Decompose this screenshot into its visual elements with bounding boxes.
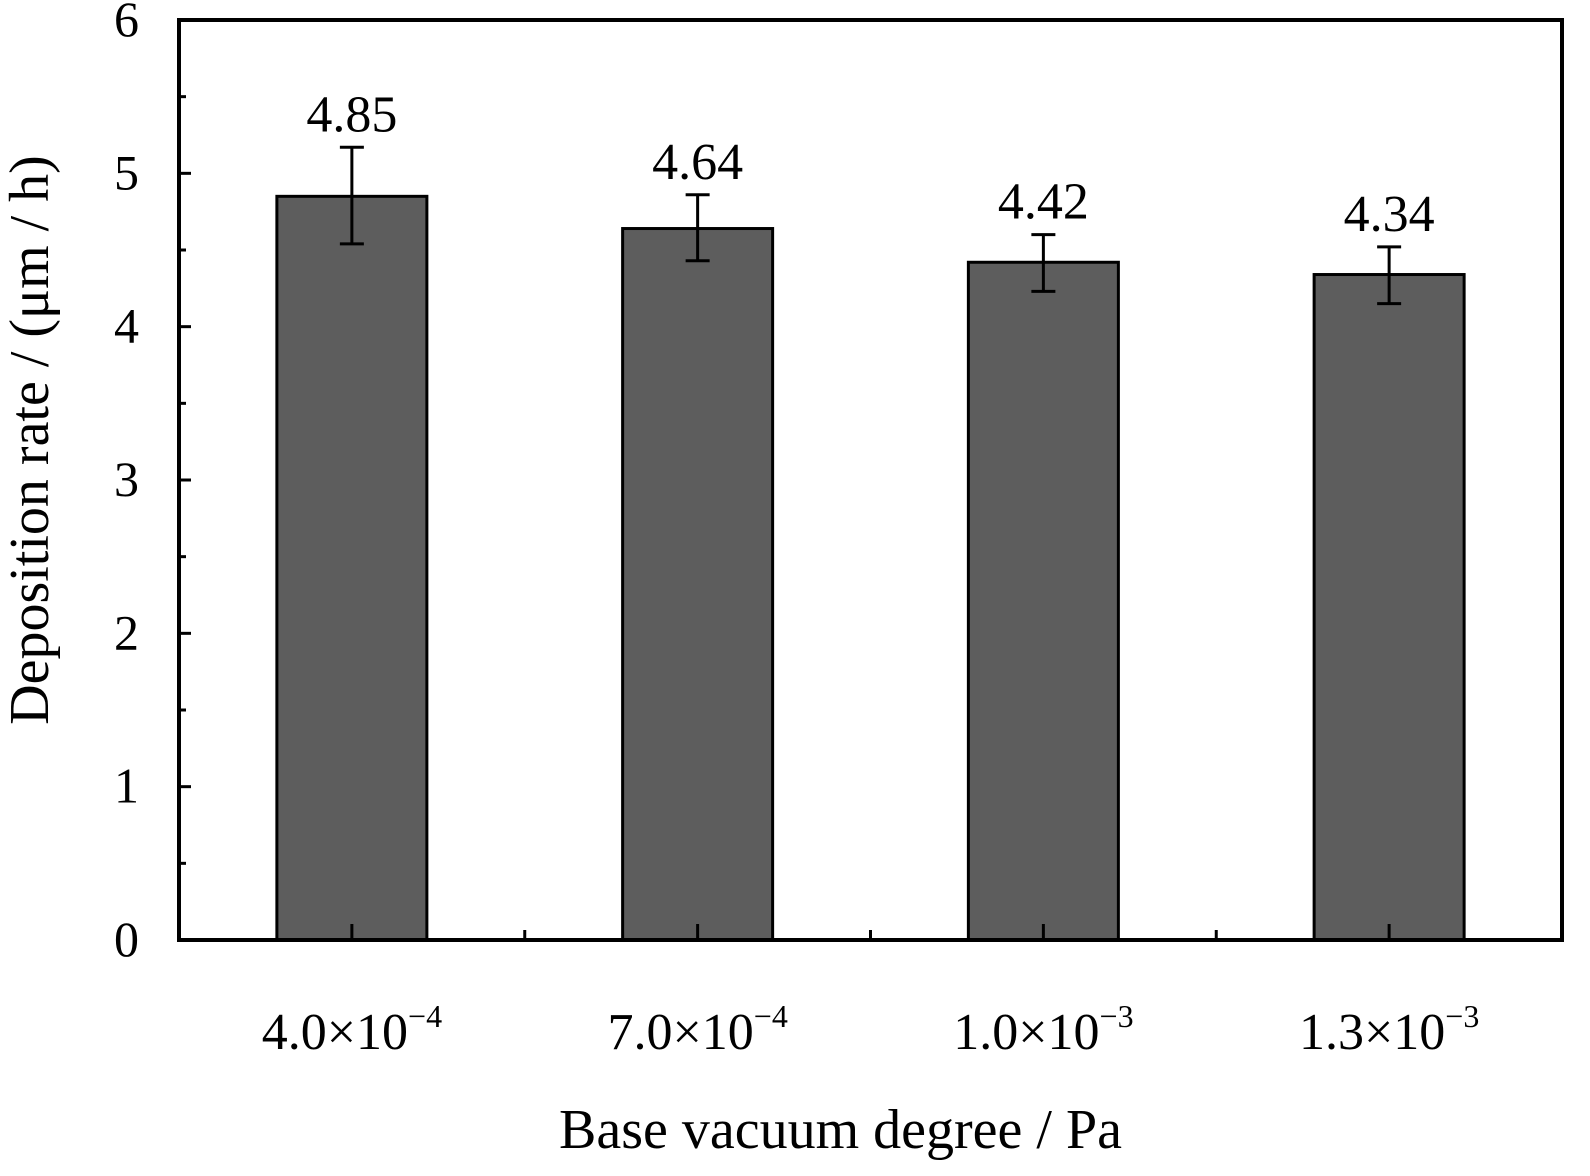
x-tick-label-exponent: −3 (1445, 998, 1479, 1034)
x-tick-label-exponent: −3 (1100, 998, 1134, 1034)
x-tick-label: 7.0×10−4 (607, 998, 787, 1061)
data-label: 4.34 (1344, 186, 1435, 243)
bar (966, 260, 1120, 942)
x-tick-label: 1.3×10−3 (1299, 998, 1479, 1061)
data-label: 4.42 (998, 174, 1089, 231)
x-tick-label-mantissa: 4.0×10 (262, 1004, 408, 1061)
bars-layer (275, 194, 1466, 942)
x-tick-label-mantissa: 7.0×10 (607, 1004, 753, 1061)
data-label: 4.64 (652, 134, 743, 191)
bar (1312, 273, 1466, 942)
x-tick-label-mantissa: 1.0×10 (953, 1004, 1099, 1061)
y-tick-label: 2 (114, 604, 139, 660)
y-axis-title: Deposition rate / (μm / h) (0, 155, 61, 725)
x-axis-title: Base vacuum degree / Pa (559, 1099, 1122, 1161)
y-tick-label: 3 (114, 451, 139, 507)
labels-layer: 01234564.854.0×10−44.647.0×10−44.421.0×1… (114, 0, 1479, 1061)
bar (275, 194, 429, 942)
y-tick-label: 4 (114, 298, 139, 354)
y-tick-label: 0 (114, 911, 139, 967)
x-tick-label-exponent: −4 (408, 998, 442, 1034)
y-tick-label: 1 (114, 758, 139, 814)
error-bars-layer (339, 145, 1402, 306)
data-label: 4.85 (306, 86, 397, 143)
x-tick-label: 1.0×10−3 (953, 998, 1133, 1061)
x-tick-label: 4.0×10−4 (262, 998, 442, 1061)
bar (621, 227, 775, 942)
x-tick-label-exponent: −4 (754, 998, 788, 1034)
y-tick-label: 6 (114, 0, 139, 47)
y-tick-label: 5 (114, 144, 139, 200)
x-tick-label-mantissa: 1.3×10 (1299, 1004, 1445, 1061)
ticks-layer (179, 18, 1391, 942)
